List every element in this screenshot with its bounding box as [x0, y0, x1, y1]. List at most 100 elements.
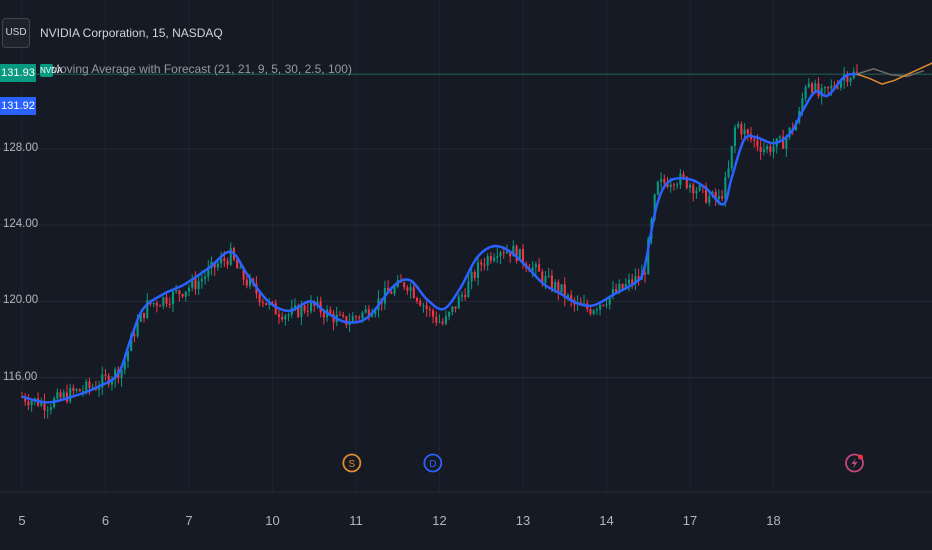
candle-body: [489, 256, 492, 261]
earnings-marker[interactable]: [845, 453, 864, 473]
candle-body: [615, 289, 618, 293]
candle-body: [425, 305, 428, 310]
candle-body: [258, 293, 261, 303]
candle-body: [695, 190, 698, 194]
candle-body: [277, 314, 280, 317]
candle-body: [245, 279, 248, 286]
candle-body: [146, 300, 149, 318]
candle-body: [422, 305, 425, 307]
time-tick-label: 7: [185, 513, 193, 528]
candle-body: [618, 283, 621, 293]
candle-body: [78, 389, 81, 392]
candle-body: [643, 272, 647, 275]
candle-body: [419, 301, 422, 306]
candle-body: [85, 381, 88, 391]
ma-price-tag: 131.92: [0, 97, 36, 115]
candle-body: [518, 248, 521, 261]
candle-body: [682, 173, 685, 177]
candle-body: [721, 196, 724, 199]
candle-body: [130, 334, 133, 351]
candle-body: [688, 184, 692, 188]
candle-body: [406, 287, 409, 291]
candle-body: [753, 139, 756, 141]
candle-body: [24, 396, 27, 402]
candle-body: [261, 302, 264, 304]
candle-body: [804, 86, 807, 99]
candle-body: [126, 350, 130, 361]
candle-body: [448, 312, 451, 317]
candle-body: [387, 288, 390, 292]
candle-body: [444, 316, 447, 324]
candle-body: [390, 291, 393, 294]
time-tick-label: 12: [432, 513, 447, 528]
candle-body: [30, 400, 33, 406]
split-marker-label: S: [348, 459, 355, 470]
candle-body: [817, 83, 820, 97]
candle-body: [178, 290, 181, 295]
candle-body: [756, 140, 759, 147]
candle-body: [685, 176, 688, 188]
candle-body: [248, 279, 252, 286]
candle-body: [59, 392, 62, 398]
candle-body: [342, 314, 345, 317]
dividend-marker[interactable]: D: [423, 453, 443, 473]
candle-body: [200, 278, 203, 282]
candle-body: [181, 294, 184, 297]
candle-body: [367, 309, 370, 317]
candle-body: [345, 316, 348, 325]
indicator-legend[interactable]: n Moving Average with Forecast (21, 21, …: [40, 62, 352, 76]
candle-body: [43, 401, 46, 411]
candle-body: [592, 310, 595, 314]
candle-body: [309, 301, 313, 312]
candle-body: [165, 297, 168, 304]
candle-body: [159, 305, 162, 307]
candle-body: [676, 184, 679, 186]
candle-body: [239, 267, 242, 269]
symbol-legend[interactable]: NVIDIA Corporation, 15, NASDAQ: [40, 26, 223, 40]
candle-body: [412, 287, 415, 298]
candle-body: [801, 98, 804, 112]
candle-body: [136, 321, 139, 337]
candle-body: [672, 184, 675, 186]
dividend-marker-ring: [423, 453, 443, 473]
candle-body: [782, 136, 785, 149]
candle-body: [457, 296, 460, 309]
time-tick-label: 5: [18, 513, 26, 528]
candle-body: [354, 316, 358, 318]
candle-body: [637, 276, 640, 280]
candle-body: [27, 401, 30, 406]
candle-body: [220, 258, 223, 264]
time-tick-label: 13: [515, 513, 531, 528]
candle-body: [560, 284, 563, 293]
candle-body: [271, 302, 274, 304]
candle-body: [274, 302, 277, 315]
candle-body: [114, 369, 117, 380]
candle-body: [322, 312, 325, 318]
candle-body: [554, 282, 557, 290]
candle-body: [49, 407, 52, 410]
candle-body: [428, 309, 431, 311]
split-marker[interactable]: S: [342, 453, 362, 473]
candle-body: [563, 284, 566, 298]
candle-body: [223, 258, 226, 261]
currency-button[interactable]: USD: [2, 18, 30, 48]
candle-body: [762, 149, 765, 152]
candle-body: [184, 291, 187, 297]
candle-body: [229, 248, 232, 265]
candle-body: [476, 262, 480, 278]
candle-body: [724, 177, 727, 199]
candle-body: [737, 123, 740, 128]
candle-body: [175, 290, 178, 292]
candle-body: [358, 317, 361, 319]
candle-body: [81, 390, 85, 392]
candle-body: [608, 296, 611, 305]
candle-body: [242, 267, 245, 280]
candle-body: [187, 287, 191, 292]
candle-body: [547, 275, 550, 277]
candle-body: [454, 306, 457, 309]
candle-body: [785, 136, 788, 149]
candle-body: [287, 314, 290, 316]
candle-body: [653, 194, 656, 220]
